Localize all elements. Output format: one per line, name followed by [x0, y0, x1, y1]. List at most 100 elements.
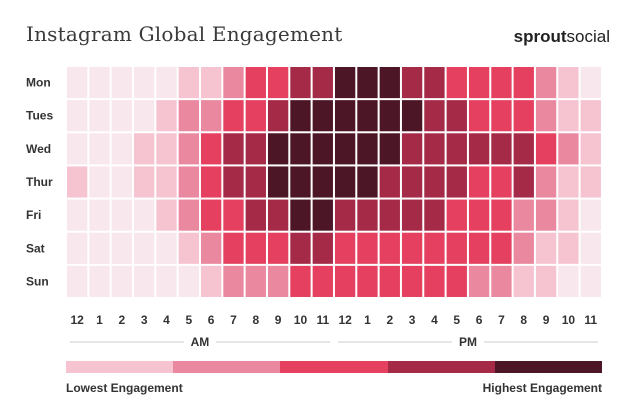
heatmap-cell-sun-15 [401, 265, 423, 297]
heatmap-cell-wed-7 [223, 133, 244, 165]
heatmap-cell-thur-0 [67, 166, 88, 198]
brand-logo-part2: social [566, 27, 610, 46]
heatmap-cell-mon-12 [334, 67, 356, 99]
heatmap-cell-wed-12 [334, 133, 356, 165]
heatmap-cell-sat-15 [401, 232, 423, 264]
heatmap-cell-fri-3 [133, 199, 155, 231]
column-label-13: 1 [364, 313, 371, 327]
heatmap-cell-thur-20 [513, 166, 534, 198]
column-label-18: 6 [476, 313, 483, 327]
heatmap-cell-thur-22 [558, 166, 579, 198]
legend-swatch-1 [66, 361, 174, 373]
heatmap-cell-wed-11 [312, 133, 333, 165]
heatmap-cell-thur-17 [446, 166, 467, 198]
heatmap-cell-sun-22 [558, 265, 579, 297]
heatmap-cell-sat-2 [111, 232, 132, 264]
heatmap-cell-fri-19 [491, 199, 512, 231]
heatmap-cell-sat-20 [513, 232, 534, 264]
heatmap-cell-fri-17 [446, 199, 467, 231]
column-label-10: 10 [294, 313, 308, 327]
heatmap-cell-wed-23 [580, 133, 601, 165]
heatmap-cell-fri-1 [89, 199, 110, 231]
heatmap-cell-sat-17 [446, 232, 467, 264]
heatmap-cell-tues-17 [446, 100, 467, 132]
heatmap-cell-thur-7 [223, 166, 244, 198]
heatmap-cell-sun-23 [580, 265, 601, 297]
heatmap-cell-thur-14 [379, 166, 400, 198]
heatmap-cell-thur-8 [245, 166, 266, 198]
heatmap-cell-mon-4 [156, 67, 177, 99]
heatmap-cell-fri-11 [312, 199, 333, 231]
heatmap-cell-fri-13 [357, 199, 378, 231]
heatmap-cell-tues-4 [156, 100, 177, 132]
heatmap-cell-fri-20 [513, 199, 534, 231]
heatmap-cell-sat-0 [67, 232, 88, 264]
heatmap-cell-thur-16 [424, 166, 445, 198]
heatmap-cell-sun-4 [156, 265, 177, 297]
heatmap-cell-wed-3 [133, 133, 155, 165]
heatmap-cell-mon-8 [245, 67, 266, 99]
heatmap-cell-fri-0 [67, 199, 88, 231]
heatmap-cell-wed-13 [357, 133, 378, 165]
heatmap-cell-wed-22 [558, 133, 579, 165]
row-label-mon: Mon [26, 76, 51, 90]
heatmap-cell-thur-15 [401, 166, 423, 198]
heatmap-cell-mon-18 [468, 67, 490, 99]
heatmap-cell-sun-13 [357, 265, 378, 297]
heatmap-cell-sun-21 [535, 265, 557, 297]
heatmap-cell-mon-9 [267, 67, 289, 99]
heatmap-cell-thur-1 [89, 166, 110, 198]
legend-low-label: Lowest Engagement [66, 381, 183, 395]
heatmap-cell-sun-18 [468, 265, 490, 297]
heatmap-cell-fri-22 [558, 199, 579, 231]
heatmap-cell-tues-5 [178, 100, 199, 132]
heatmap-cell-mon-6 [200, 67, 222, 99]
heatmap-cell-sun-1 [89, 265, 110, 297]
heatmap-cell-wed-1 [89, 133, 110, 165]
heatmap-cell-tues-20 [513, 100, 534, 132]
period-label-am: AM [191, 335, 210, 349]
heatmap-cell-thur-11 [312, 166, 333, 198]
column-label-8: 8 [252, 313, 259, 327]
heatmap-cell-sat-4 [156, 232, 177, 264]
heatmap-cell-tues-0 [67, 100, 88, 132]
heatmap-cell-fri-14 [379, 199, 400, 231]
row-label-fri: Fri [26, 208, 41, 222]
heatmap-cell-sun-9 [267, 265, 289, 297]
heatmap-cell-sat-13 [357, 232, 378, 264]
heatmap-cell-sun-16 [424, 265, 445, 297]
heatmap-cell-wed-14 [379, 133, 400, 165]
chart-title: Instagram Global Engagement [26, 22, 343, 46]
heatmap-cell-sat-1 [89, 232, 110, 264]
heatmap-cell-thur-3 [133, 166, 155, 198]
heatmap-cell-mon-20 [513, 67, 534, 99]
legend-high-label: Highest Engagement [482, 381, 602, 395]
heatmap-cell-sat-10 [290, 232, 311, 264]
heatmap-cell-tues-1 [89, 100, 110, 132]
heatmap-cell-sun-14 [379, 265, 400, 297]
heatmap-cell-thur-9 [267, 166, 289, 198]
heatmap-cell-fri-9 [267, 199, 289, 231]
heatmap-cell-sat-5 [178, 232, 199, 264]
heatmap-cell-mon-19 [491, 67, 512, 99]
heatmap-cell-fri-2 [111, 199, 132, 231]
heatmap-cell-thur-2 [111, 166, 132, 198]
column-label-15: 3 [409, 313, 416, 327]
heatmap-cell-tues-15 [401, 100, 423, 132]
heatmap-cell-sat-16 [424, 232, 445, 264]
heatmap-cell-wed-10 [290, 133, 311, 165]
heatmap-cell-mon-1 [89, 67, 110, 99]
heatmap-cell-mon-14 [379, 67, 400, 99]
heatmap-cell-tues-8 [245, 100, 266, 132]
heatmap-cell-tues-21 [535, 100, 557, 132]
heatmap-cell-fri-12 [334, 199, 356, 231]
heatmap-cell-fri-16 [424, 199, 445, 231]
legend-color-scale [66, 361, 603, 373]
heatmap-cell-tues-23 [580, 100, 601, 132]
legend-swatch-5 [494, 361, 603, 373]
row-label-sat: Sat [26, 241, 45, 255]
heatmap-cell-thur-6 [200, 166, 222, 198]
heatmap-cell-sat-21 [535, 232, 557, 264]
heatmap-cell-sun-7 [223, 265, 244, 297]
heatmap-cell-wed-20 [513, 133, 534, 165]
